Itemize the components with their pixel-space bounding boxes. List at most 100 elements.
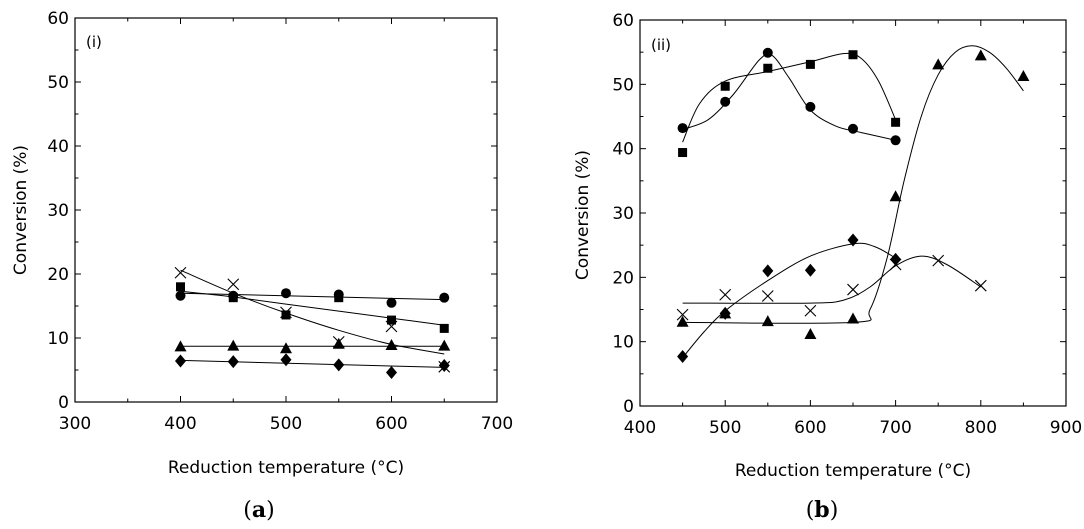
data-point-square-b <box>891 117 901 127</box>
caption-a: (a) <box>243 497 274 523</box>
y-tick-label: 60 <box>612 11 634 31</box>
y-tick-label: 30 <box>612 204 634 224</box>
fit-curve-diamond-b <box>682 242 896 359</box>
data-point-diamond-a <box>175 354 186 368</box>
panel-label-a: (i) <box>86 33 102 51</box>
data-point-cross-a <box>174 266 187 279</box>
plot-frame-b <box>639 19 1067 407</box>
data-point-triangle-b <box>889 190 902 202</box>
x-tick-label: 900 <box>1050 418 1082 438</box>
data-point-triangle-b <box>847 312 859 324</box>
y-axis-title-a: Conversion (%) <box>11 145 31 275</box>
y-tick-label: 40 <box>47 137 69 157</box>
data-marks-a <box>174 266 451 380</box>
data-point-triangle-a <box>332 337 345 349</box>
data-point-circle-a <box>281 288 291 299</box>
caption-b: (b) <box>806 497 839 523</box>
data-point-square-a <box>281 310 291 320</box>
fit-curve-cross-b <box>682 255 982 304</box>
data-point-cross-b <box>804 304 817 317</box>
x-tick-label: 400 <box>624 418 656 438</box>
data-point-diamond-a <box>333 358 345 372</box>
fit-curve-square-b <box>682 52 897 143</box>
data-point-triangle-b <box>932 58 945 70</box>
data-point-cross-a <box>280 306 292 319</box>
data-point-triangle-b <box>761 315 774 327</box>
data-point-triangle-b <box>974 49 987 61</box>
panel-label-b: (ii) <box>651 36 671 54</box>
data-point-circle-a <box>386 297 397 308</box>
x-tick-label: 500 <box>270 414 302 434</box>
y-tick-label: 60 <box>47 9 69 29</box>
data-point-square-a <box>228 293 238 303</box>
data-point-diamond-b <box>847 233 859 247</box>
data-point-triangle-b <box>1017 69 1030 81</box>
y-tick-label: 20 <box>612 268 634 288</box>
data-point-triangle-b <box>804 327 817 339</box>
data-point-diamond-b <box>719 306 731 320</box>
data-point-cross-b <box>847 283 859 296</box>
caption-letter-b: b <box>814 497 829 523</box>
x-axis-title-a: Reduction temperature (°C) <box>168 458 404 478</box>
data-point-square-b <box>763 63 773 73</box>
chart-panel-a: (i) 300 400 500 600 700 0 10 20 30 40 50 60 Reducti… <box>11 9 513 523</box>
data-point-diamond-a <box>227 355 239 369</box>
data-point-triangle-a <box>280 342 292 354</box>
data-point-cross-b <box>889 258 902 271</box>
data-point-square-a <box>176 282 185 292</box>
data-point-circle-b <box>762 47 773 58</box>
data-point-circle-b <box>848 123 858 134</box>
data-point-cross-b <box>676 308 689 321</box>
data-marks-b <box>676 47 1030 363</box>
data-point-cross-a <box>385 320 398 333</box>
data-point-triangle-a <box>174 340 187 352</box>
y-tick-label: 20 <box>47 265 69 285</box>
data-point-triangle-b <box>676 315 689 327</box>
chart-panel-b: (ii) 400 500 600 700 800 900 0 10 20 30 40 50 60 Red… <box>573 11 1082 523</box>
data-point-diamond-b <box>762 264 774 278</box>
data-point-diamond-b <box>890 252 902 266</box>
data-point-square-b <box>848 50 858 60</box>
axis-ticks-b: 400 500 600 700 800 900 0 10 20 30 40 50 60 <box>612 11 1082 438</box>
data-point-square-b <box>720 81 730 91</box>
data-point-square-a <box>334 293 344 303</box>
data-point-circle-a <box>175 290 186 301</box>
y-tick-label: 0 <box>623 397 634 417</box>
data-point-cross-b <box>974 279 987 292</box>
x-tick-label: 400 <box>164 414 196 434</box>
fit-curve-diamond-a <box>180 359 445 368</box>
y-tick-label: 40 <box>612 140 634 160</box>
fit-curves-b <box>682 45 1024 359</box>
data-point-diamond-a <box>280 353 292 367</box>
y-tick-label: 30 <box>47 201 69 221</box>
data-point-circle-b <box>720 96 731 107</box>
y-tick-label: 50 <box>612 75 634 95</box>
data-point-circle-a <box>439 292 450 303</box>
data-point-diamond-a <box>438 359 450 373</box>
x-tick-label: 700 <box>879 418 911 438</box>
data-point-cross-b <box>761 290 774 302</box>
axis-ticks-a: 300 400 500 600 700 0 10 20 30 40 50 60 <box>47 9 513 434</box>
data-point-square-a <box>439 323 449 333</box>
x-tick-label: 800 <box>965 418 997 438</box>
data-point-triangle-a <box>438 339 451 351</box>
data-point-diamond-b <box>677 349 689 363</box>
x-tick-label: 300 <box>59 414 91 434</box>
x-tick-label: 700 <box>481 414 513 434</box>
y-tick-label: 10 <box>47 329 69 349</box>
x-tick-label: 600 <box>794 418 826 438</box>
data-point-triangle-a <box>385 339 398 351</box>
fit-curve-cross-a <box>180 269 445 355</box>
x-axis-title-b: Reduction temperature (°C) <box>735 461 971 481</box>
data-point-cross-b <box>932 254 945 267</box>
data-point-circle-b <box>890 135 901 146</box>
data-point-diamond-a <box>386 366 397 380</box>
fit-curves-a <box>180 269 445 368</box>
data-point-diamond-b <box>804 263 816 277</box>
data-point-triangle-a <box>227 339 240 351</box>
data-point-circle-b <box>805 101 816 112</box>
y-tick-label: 0 <box>58 393 69 413</box>
data-point-square-a <box>387 315 396 325</box>
fit-curve-triangle-b <box>682 45 1024 324</box>
